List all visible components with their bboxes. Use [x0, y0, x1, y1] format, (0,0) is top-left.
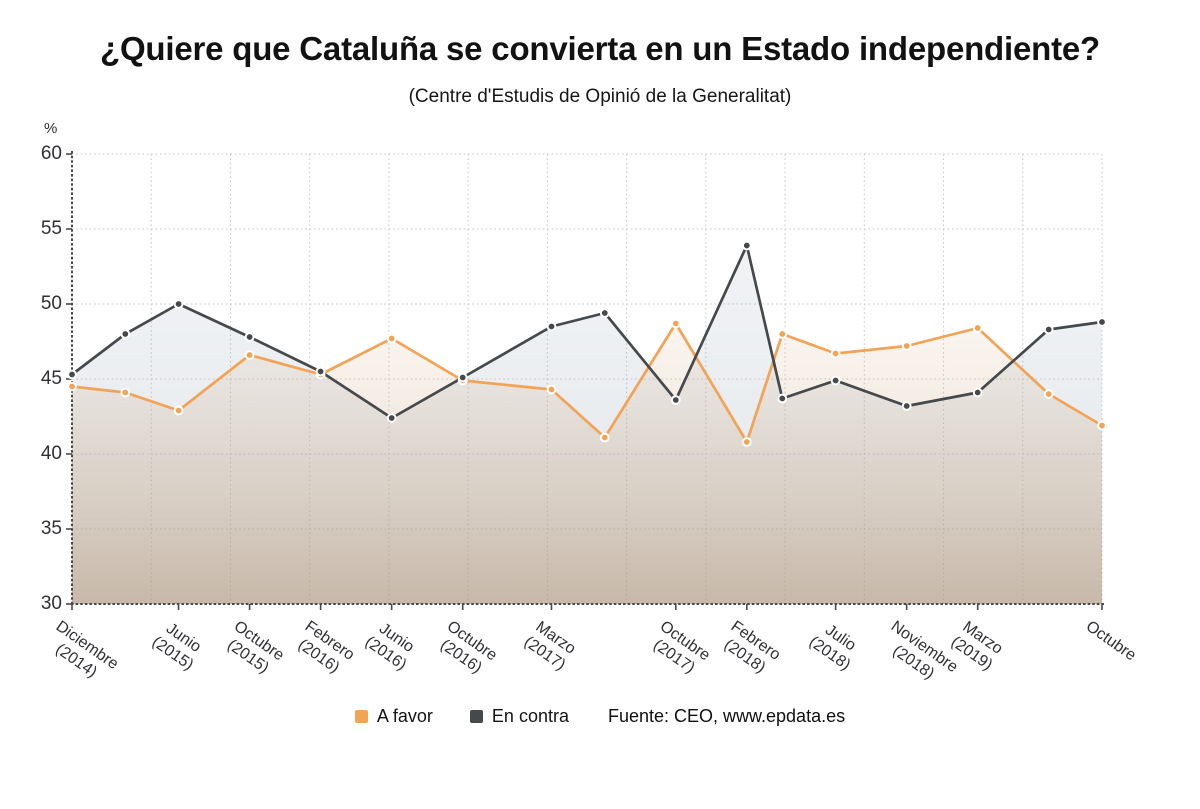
y-axis-unit-label: %	[44, 120, 58, 137]
y-axis-label: 35	[40, 518, 62, 539]
data-point-en-contra[interactable]	[599, 308, 610, 318]
data-point-a-favor[interactable]	[972, 323, 983, 333]
data-point-a-favor[interactable]	[244, 350, 255, 360]
data-point-a-favor[interactable]	[1043, 389, 1054, 399]
data-point-en-contra[interactable]	[830, 375, 841, 386]
y-axis-label: 60	[40, 143, 62, 164]
data-point-a-favor[interactable]	[173, 405, 184, 416]
data-point-a-favor[interactable]	[741, 437, 752, 447]
data-point-a-favor[interactable]	[670, 318, 681, 329]
legend-swatch-a-favor-icon	[354, 710, 368, 723]
y-axis-label: 30	[40, 593, 62, 614]
data-point-en-contra[interactable]	[173, 299, 184, 309]
data-point-a-favor[interactable]	[120, 387, 131, 398]
y-axis-label: 40	[40, 443, 62, 464]
data-point-a-favor[interactable]	[599, 432, 610, 443]
legend-label-a-favor: A favor	[376, 706, 433, 726]
y-axis-label: 50	[40, 293, 62, 314]
data-point-en-contra[interactable]	[315, 366, 326, 377]
data-point-en-contra[interactable]	[670, 395, 681, 405]
data-point-en-contra[interactable]	[901, 401, 912, 411]
data-point-en-contra[interactable]	[244, 332, 255, 342]
data-point-en-contra[interactable]	[1043, 324, 1054, 335]
data-point-a-favor[interactable]	[901, 341, 912, 351]
data-point-en-contra[interactable]	[120, 329, 131, 339]
data-point-en-contra[interactable]	[457, 372, 468, 383]
data-point-en-contra[interactable]	[386, 413, 397, 423]
source-text: Fuente: CEO, www.epdata.es	[607, 706, 846, 726]
data-point-a-favor[interactable]	[546, 384, 557, 395]
legend-item-en-contra[interactable]: En contra	[469, 706, 569, 727]
legend-label-en-contra: En contra	[491, 706, 569, 726]
data-point-en-contra[interactable]	[67, 369, 77, 380]
data-point-a-favor[interactable]	[386, 333, 397, 344]
data-point-a-favor[interactable]	[1097, 420, 1107, 431]
legend-item-a-favor[interactable]: A favor	[354, 706, 433, 727]
page-title: ¿Quiere que Cataluña se convierta en un …	[99, 30, 1100, 67]
series-area-a-favor	[72, 323, 1102, 604]
page-subtitle: (Centre d'Estudis de Opinió de la Genera…	[408, 86, 792, 107]
data-point-en-contra[interactable]	[546, 321, 557, 332]
data-point-en-contra[interactable]	[1097, 317, 1107, 327]
data-point-en-contra[interactable]	[741, 240, 752, 251]
data-point-en-contra[interactable]	[972, 387, 983, 398]
y-axis-label: 45	[40, 368, 62, 389]
data-point-a-favor[interactable]	[67, 381, 77, 392]
data-point-a-favor[interactable]	[777, 329, 788, 339]
legend: A favor En contra Fuente: CEO, www.epdat…	[0, 706, 1200, 727]
data-point-en-contra[interactable]	[777, 393, 788, 404]
y-axis-label: 55	[40, 218, 62, 239]
legend-swatch-en-contra-icon	[469, 710, 483, 723]
data-point-a-favor[interactable]	[830, 348, 841, 359]
